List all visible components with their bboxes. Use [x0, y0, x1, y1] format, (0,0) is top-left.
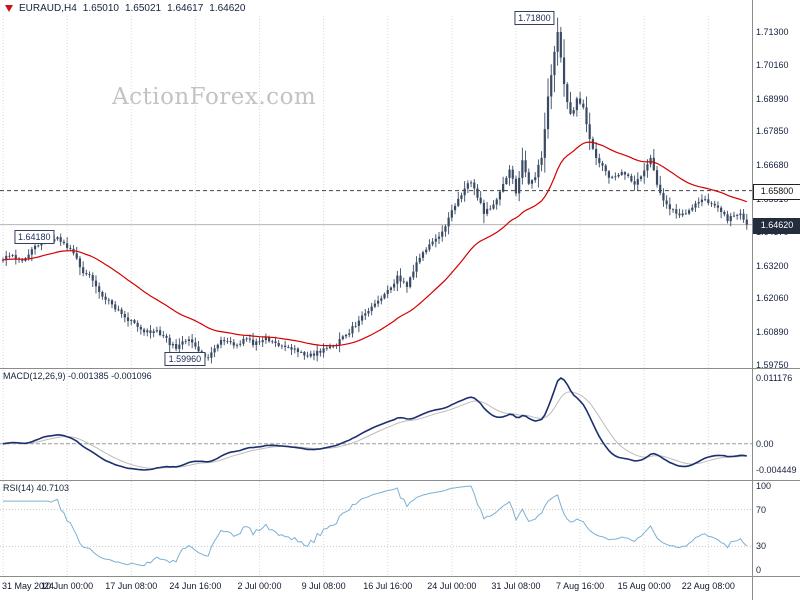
gridlines: [2, 16, 709, 576]
price-annotation: 1.64180: [13, 230, 55, 245]
time-axis-label: 24 Jul 00:00: [427, 581, 477, 591]
macd-tick-label: 0.011176: [756, 373, 793, 383]
time-axis-label: 31 Jul 08:00: [491, 581, 541, 591]
price-panel: [0, 17, 752, 364]
rsi-tick-label: 100: [756, 481, 772, 491]
price-tick-label: 1.66680: [756, 160, 789, 171]
rsi-panel: [0, 485, 752, 567]
macd-signal-value: -0.001096: [111, 371, 152, 381]
macd-name: MACD(12,26,9): [3, 371, 66, 381]
time-axis-label: 31 May 2024: [2, 581, 55, 591]
current-price-badge: 1.64620: [753, 217, 800, 234]
macd-tick-label: -0.004449: [756, 465, 797, 475]
price-level-badge: 1.65800: [753, 183, 800, 200]
rsi-value: 40.7103: [36, 483, 70, 493]
price-tick-label: 1.59750: [756, 360, 789, 370]
moving-average-line: [2, 141, 748, 347]
price-annotation: 1.59960: [164, 351, 206, 366]
rsi-indicator-label: RSI(14) 40.7103: [3, 483, 69, 493]
rsi-tick-label: 0: [756, 565, 762, 575]
price-tick-label: 1.62060: [756, 293, 789, 304]
time-axis-label: 17 Jun 08:00: [105, 581, 158, 591]
price-tick-label: 1.60890: [756, 327, 789, 338]
price-annotation: 1.71800: [514, 10, 555, 25]
macd-main-value: -0.001385: [68, 371, 109, 381]
rsi-tick-label: 30: [756, 541, 767, 552]
time-axis-label: 10 Jun 00:00: [41, 581, 94, 591]
rsi-name: RSI(14): [3, 483, 35, 493]
price-tick-label: 1.63200: [756, 260, 789, 271]
price-tick-label: 1.71300: [756, 27, 789, 37]
down-arrow-icon: [5, 5, 13, 12]
time-axis-label: 9 Jul 08:00: [301, 581, 346, 591]
time-axis-label: 2 Jul 00:00: [237, 581, 282, 591]
symbol-info-bar: EURAUD,H4 1.65010 1.65021 1.64617 1.6462…: [5, 3, 245, 14]
ohlc-low: 1.64617: [167, 3, 204, 14]
rsi-line: [3, 485, 748, 567]
price-tick-label: 1.67850: [756, 126, 789, 137]
time-axis-label: 7 Aug 16:00: [556, 581, 605, 591]
macd-panel: [0, 377, 752, 471]
ohlc-high: 1.65021: [124, 3, 162, 14]
macd-signal-line: [2, 391, 747, 469]
price-tick-label: 1.70160: [756, 59, 789, 70]
symbol-timeframe: EURAUD,H4: [19, 3, 77, 14]
rsi-tick-label: 70: [756, 504, 767, 515]
candle-bodies: [1, 32, 748, 359]
ohlc-open: 1.65010: [82, 3, 119, 14]
watermark: ActionForex.com: [111, 84, 316, 110]
time-axis-label: 22 Aug 08:00: [681, 581, 735, 591]
price-tick-label: 1.68990: [756, 93, 789, 104]
time-axis-label: 16 Jul 16:00: [363, 581, 413, 591]
macd-indicator-label: MACD(12,26,9) -0.001385 -0.001096: [3, 371, 152, 381]
time-axis-label: 24 Jun 16:00: [169, 581, 222, 591]
ohlc-close: 1.64620: [209, 3, 246, 14]
time-axis-label: 15 Aug 00:00: [617, 581, 671, 591]
macd-line: [2, 377, 747, 471]
macd-tick-label: 0.00: [756, 438, 774, 449]
